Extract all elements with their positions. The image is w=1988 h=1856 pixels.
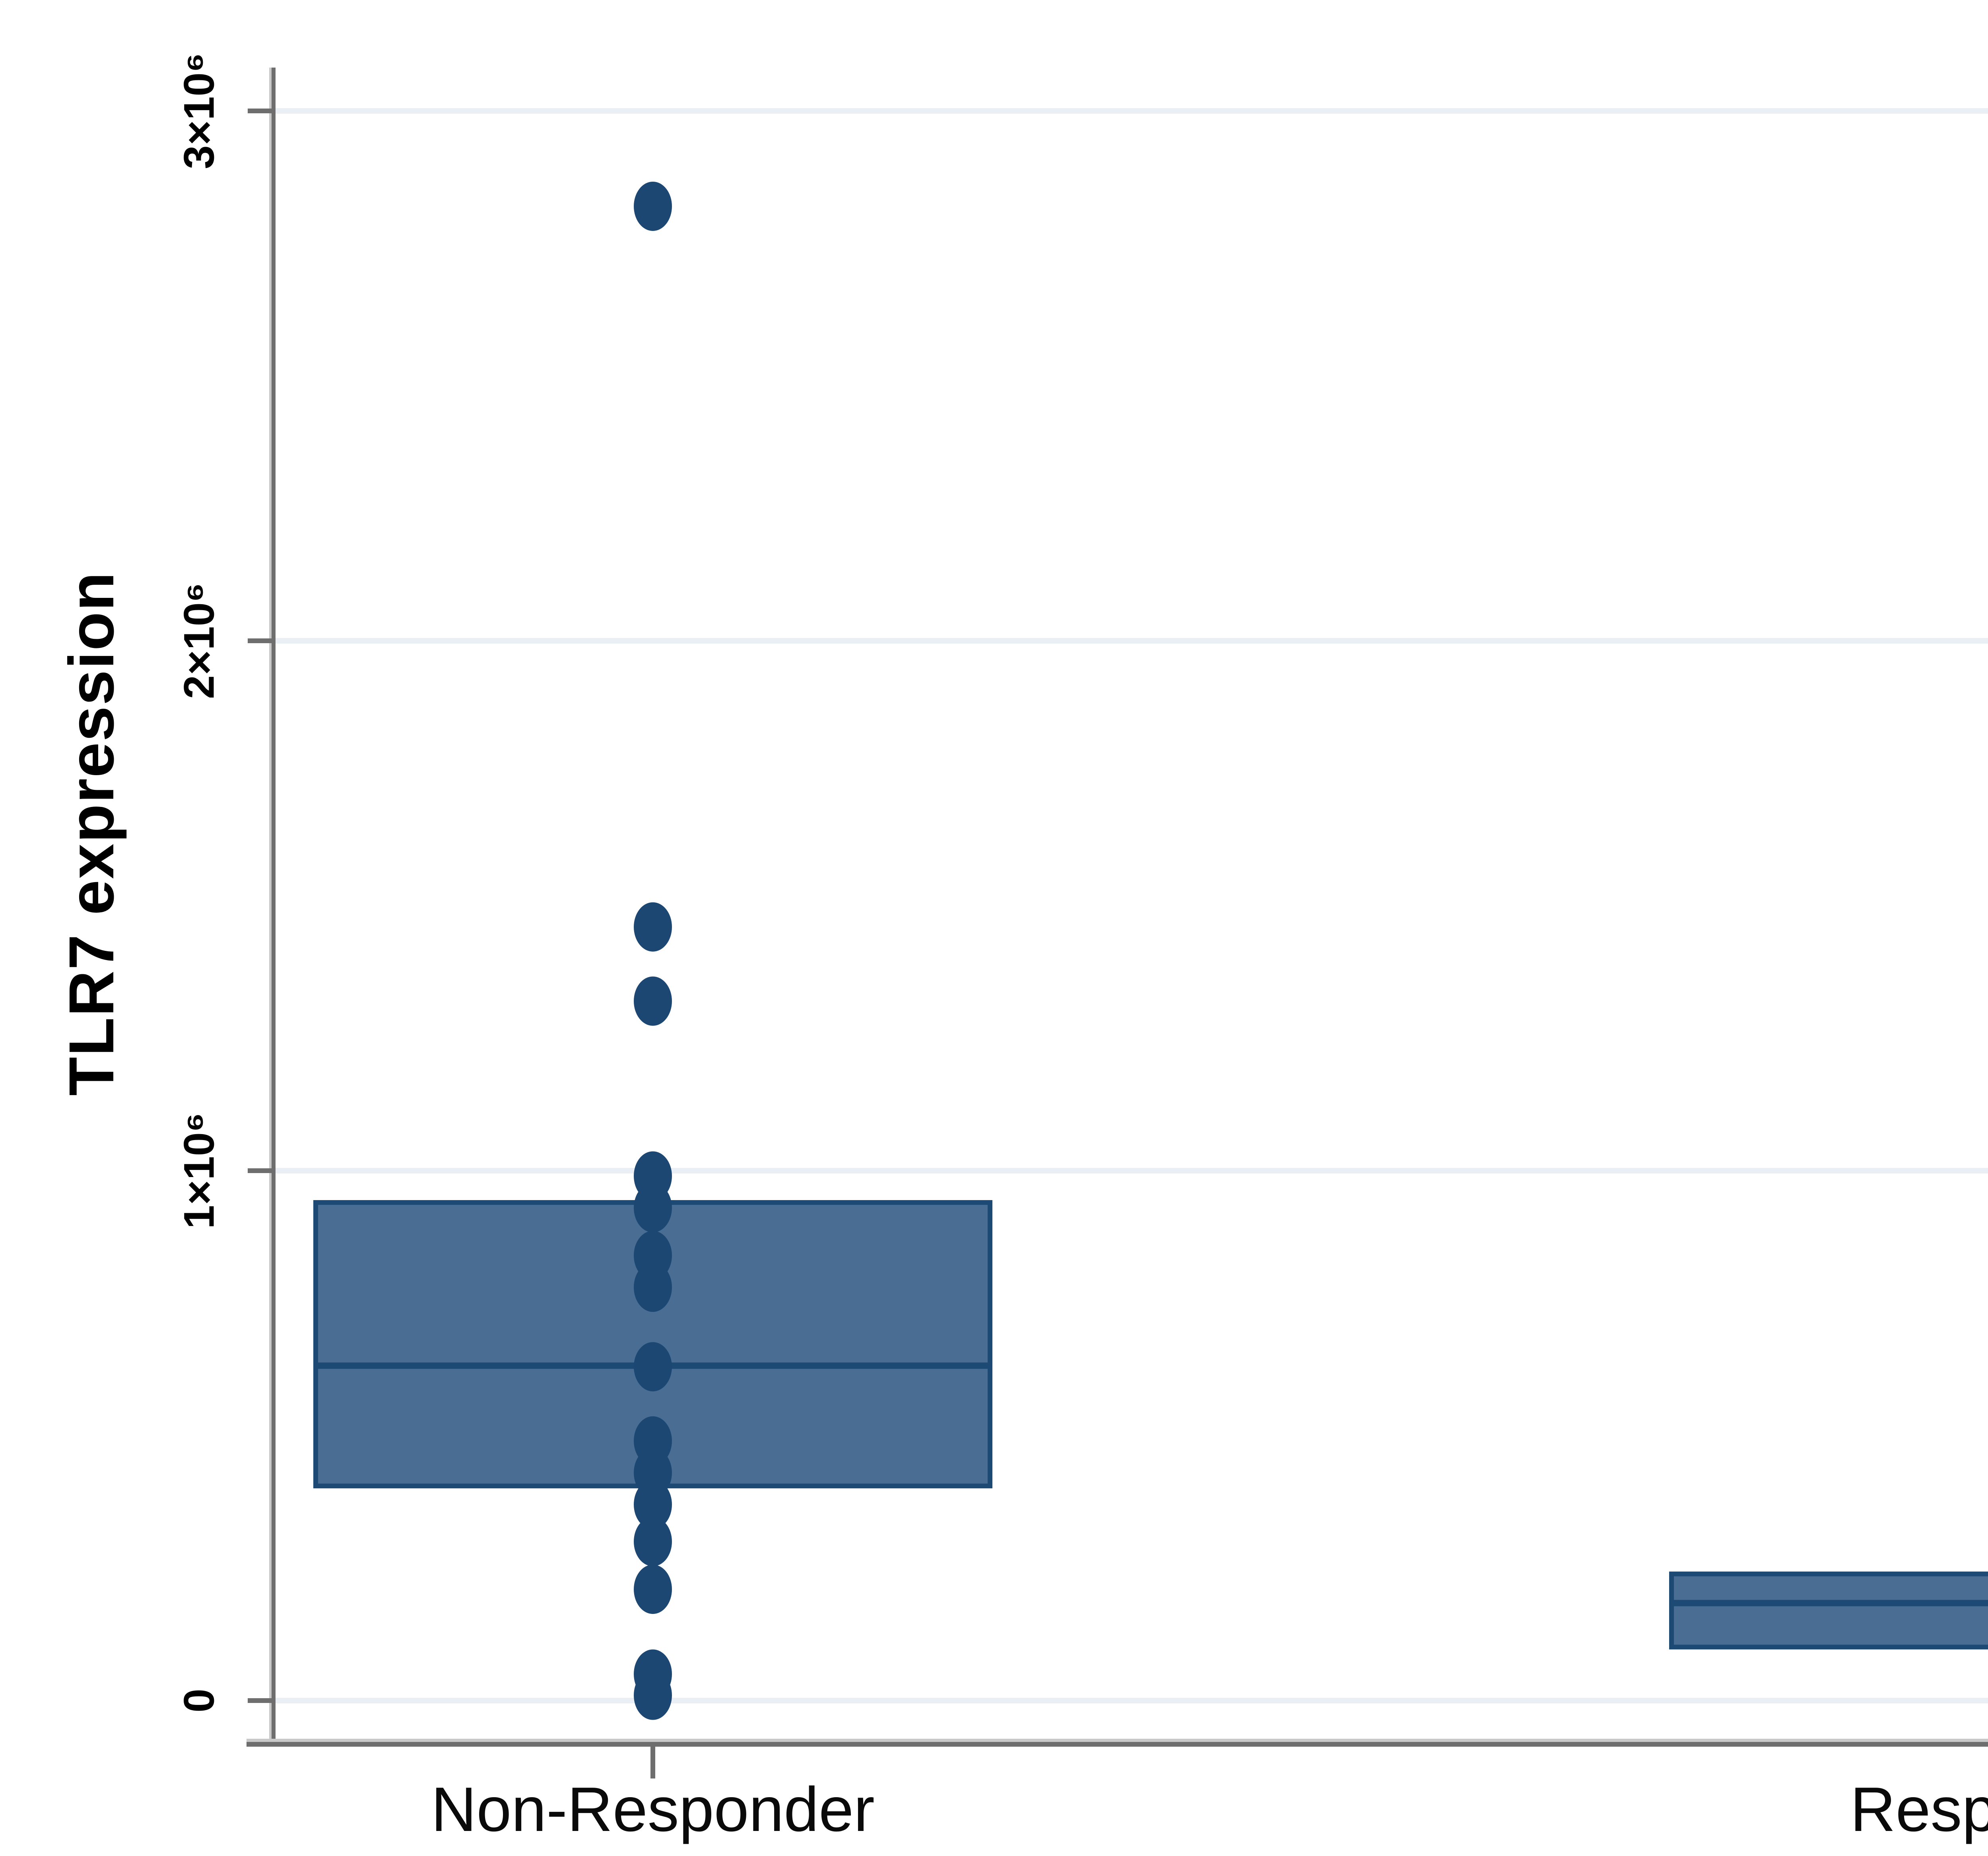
y-tick-label: 1×10⁶: [175, 1112, 223, 1229]
data-point: [634, 1342, 672, 1392]
x-axis-line: [247, 1742, 1988, 1747]
data-point: [634, 1183, 672, 1233]
y-tick-label: 0: [175, 1688, 223, 1713]
x-tick-mark: [650, 1747, 655, 1778]
y-tick-label: 3×10⁶: [175, 52, 223, 169]
y-tick-mark: [248, 1698, 273, 1703]
gridline: [273, 1168, 1988, 1173]
x-axis-line-light: [247, 1739, 1988, 1742]
data-point: [634, 1263, 672, 1312]
data-point: [634, 1565, 672, 1614]
y-tick-mark: [248, 1168, 273, 1173]
x-category-label-nonresponder: Non-Responder: [431, 1775, 875, 1844]
data-point: [634, 1517, 672, 1567]
y-axis-line-light: [269, 68, 272, 1743]
box-responder: [1669, 1571, 1988, 1650]
gridline: [273, 638, 1988, 644]
median-line: [1672, 1600, 1988, 1606]
y-tick-label: 2×10⁶: [175, 582, 223, 699]
data-point: [634, 902, 672, 952]
y-axis-line: [272, 68, 276, 1743]
x-category-label-responder: Responder: [1850, 1775, 1988, 1844]
p-value-annotation: p < 0.01: [1912, 199, 1988, 285]
y-axis-title: TLR7 expression: [56, 571, 127, 1096]
gridline: [273, 108, 1988, 114]
data-point: [634, 976, 672, 1026]
data-point: [634, 1480, 672, 1529]
data-point: [634, 1670, 672, 1720]
data-point: [634, 181, 672, 231]
y-tick-mark: [248, 638, 273, 643]
gridline: [273, 1698, 1988, 1703]
y-tick-mark: [248, 109, 273, 113]
